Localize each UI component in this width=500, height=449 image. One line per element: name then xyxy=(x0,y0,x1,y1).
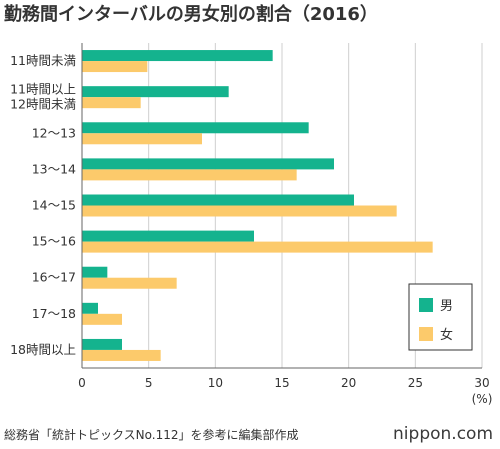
bar-male xyxy=(82,302,98,314)
bar-male xyxy=(82,230,254,242)
category-label: 18時間以上 xyxy=(10,342,76,357)
x-tick-label: 30 xyxy=(474,376,489,390)
bar-female xyxy=(82,97,141,109)
category-label: 12時間未満 xyxy=(10,97,76,112)
x-tick-label: 25 xyxy=(408,376,423,390)
bar-female xyxy=(82,313,122,325)
bar-female xyxy=(82,133,202,145)
bar-female xyxy=(82,61,148,73)
legend-swatch xyxy=(419,327,433,341)
bar-male xyxy=(82,86,229,98)
x-tick-label: 5 xyxy=(145,376,153,390)
bar-female xyxy=(82,349,161,361)
legend-label: 女 xyxy=(440,327,453,343)
bar-male xyxy=(82,158,334,170)
category-label: 12〜13 xyxy=(32,125,76,140)
x-tick-label: 15 xyxy=(274,376,289,390)
legend: 男女 xyxy=(408,283,473,351)
bar-male xyxy=(82,50,273,62)
x-tick-label: 10 xyxy=(208,376,223,390)
x-tick-label: 0 xyxy=(78,376,86,390)
category-label: 11時間未満 xyxy=(10,53,76,68)
bar-female xyxy=(82,277,177,289)
legend-label: 男 xyxy=(440,299,453,314)
category-label: 17〜18 xyxy=(32,306,76,321)
x-unit-label: (%) xyxy=(472,392,493,406)
category-label: 16〜17 xyxy=(32,270,76,285)
bar-male xyxy=(82,194,354,206)
category-label: 14〜15 xyxy=(32,198,76,213)
bar-female xyxy=(82,169,297,181)
bar-female xyxy=(82,241,433,253)
category-label: 15〜16 xyxy=(32,234,76,249)
x-tick-label: 20 xyxy=(341,376,356,390)
category-label: 11時間以上 xyxy=(10,82,76,97)
footer-source: 総務省「統計トピックスNo.112」を参考に編集部作成 xyxy=(4,427,298,442)
bar-male xyxy=(82,338,122,350)
bar-female xyxy=(82,205,397,217)
bar-layer xyxy=(82,50,433,361)
chart-title: 勤務間インターバルの男女別の割合（2016） xyxy=(4,3,378,25)
bar-male xyxy=(82,122,309,134)
footer-site: nippon.com xyxy=(393,424,493,444)
legend-swatch xyxy=(419,298,433,312)
bar-male xyxy=(82,266,108,278)
category-label: 13〜14 xyxy=(32,161,76,176)
